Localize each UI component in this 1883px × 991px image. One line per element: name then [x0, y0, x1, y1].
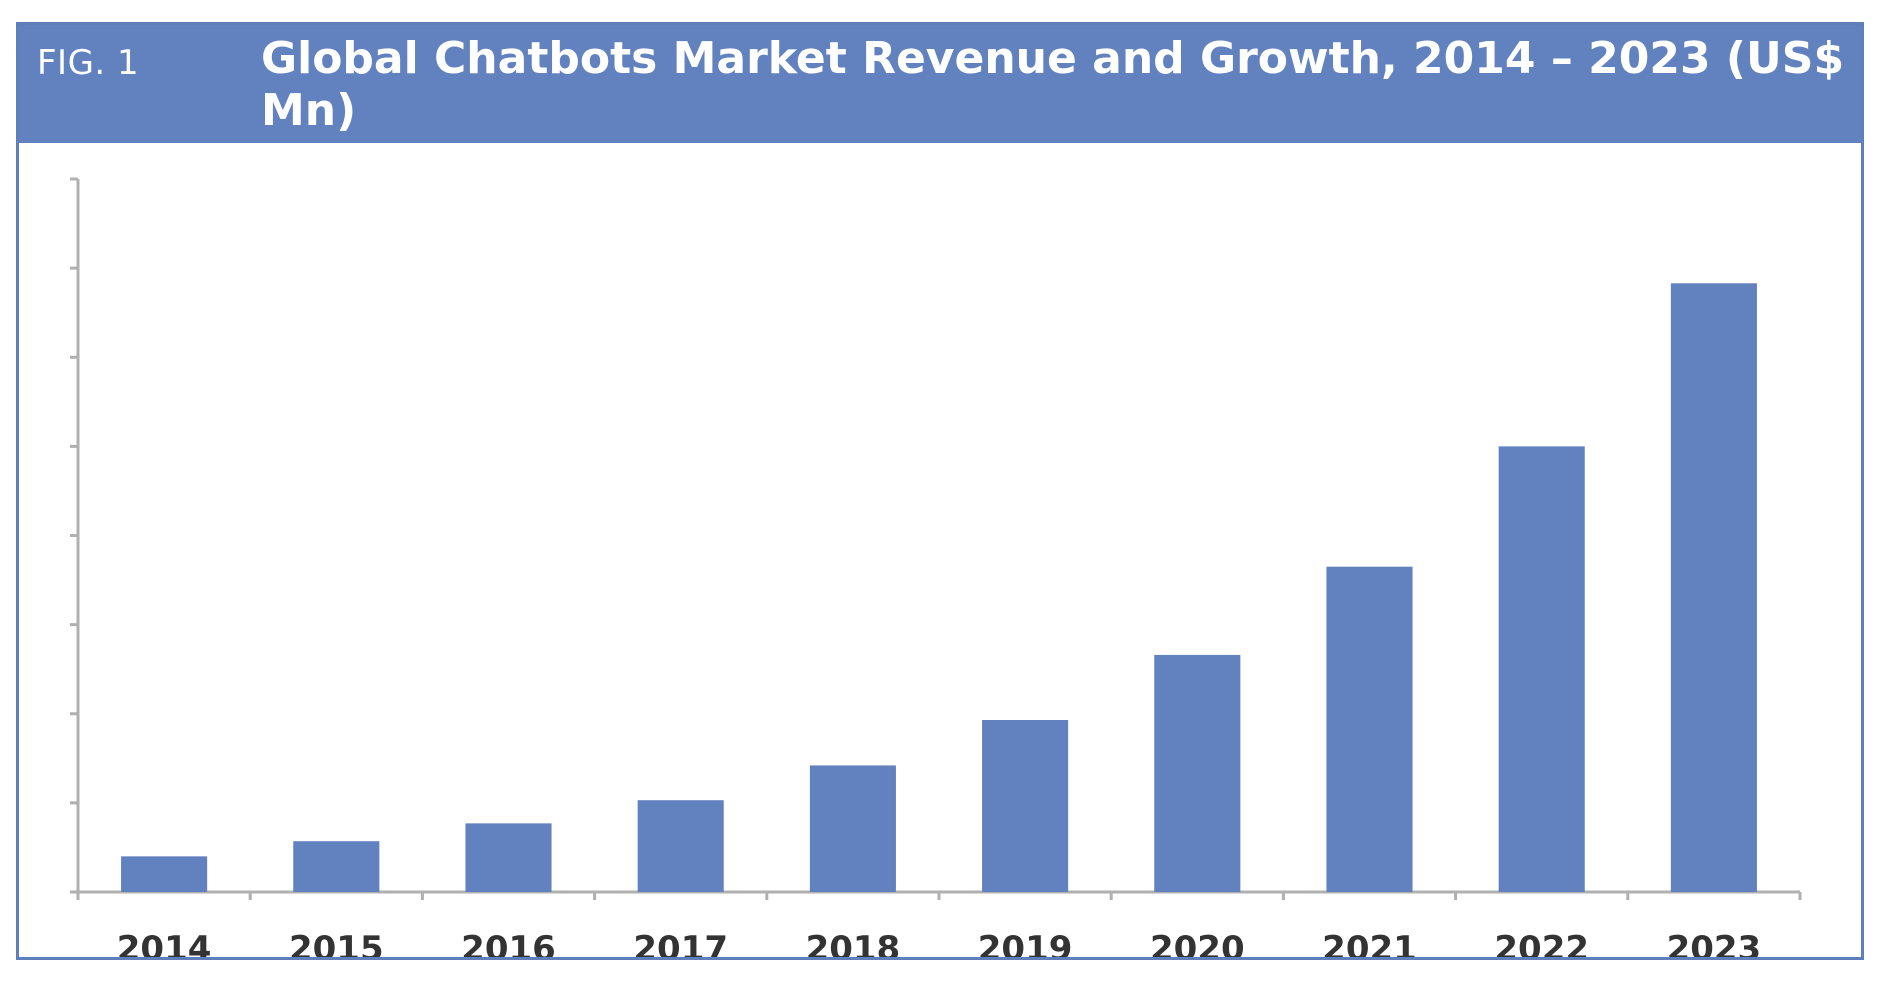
bar-2022: [1498, 446, 1585, 892]
bar-2014: [121, 856, 208, 892]
bar-2023: [1670, 283, 1757, 892]
bar-2015: [293, 841, 380, 892]
bar-2019: [982, 719, 1069, 892]
x-tick-label-2022: 2022: [1494, 929, 1589, 957]
bar-2021: [1326, 566, 1413, 892]
x-tick-label-2021: 2021: [1322, 929, 1417, 957]
x-tick-label-2019: 2019: [978, 929, 1073, 957]
x-tick-label-2014: 2014: [117, 929, 212, 957]
x-tick-label-2016: 2016: [461, 929, 556, 957]
bar-2018: [809, 765, 896, 892]
bar-2020: [1154, 654, 1241, 892]
x-tick-label-2018: 2018: [806, 929, 901, 957]
x-tick-label-2017: 2017: [633, 929, 728, 957]
figure-label: FIG. 1: [37, 43, 140, 83]
bar-2016: [465, 823, 552, 892]
figure-frame: FIG. 1 Global Chatbots Market Revenue an…: [16, 22, 1864, 969]
x-tick-label-2015: 2015: [289, 929, 384, 957]
bar-2017: [637, 800, 724, 892]
plot-area: 2014 2015 2016 2017 2018 2019 2020 2021 2022 2023: [19, 143, 1861, 969]
x-tick-label-2020: 2020: [1150, 929, 1245, 957]
chart-title: Global Chatbots Market Revenue and Growt…: [261, 33, 1845, 136]
bar-chart: 2014 2015 2016 2017 2018 2019 2020 2021 2022 2023: [70, 177, 1802, 969]
x-tick-label-2023: 2023: [1667, 929, 1762, 957]
figure-header: FIG. 1 Global Chatbots Market Revenue an…: [19, 25, 1861, 143]
